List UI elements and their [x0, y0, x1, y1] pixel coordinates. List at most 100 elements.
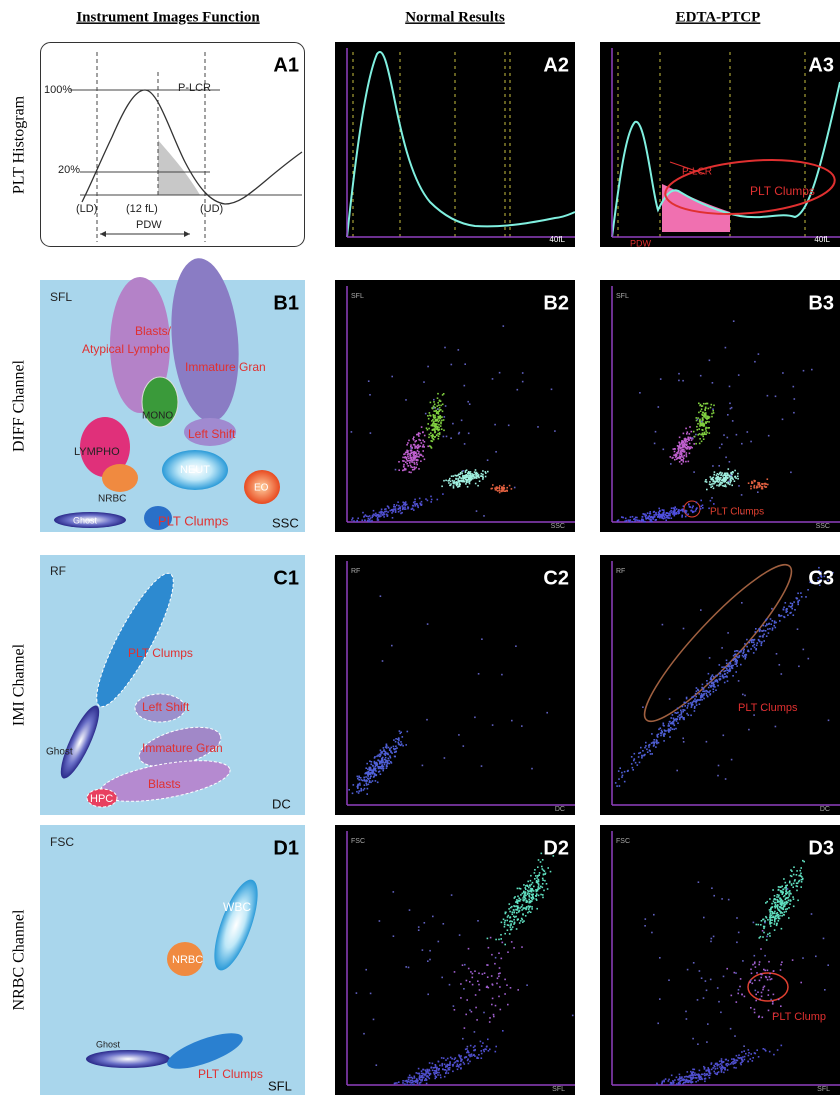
- scatter-dot: [530, 893, 533, 896]
- scatter-dot: [767, 434, 770, 437]
- scatter-dot: [399, 507, 401, 510]
- scatter-dot: [737, 374, 740, 376]
- scatter-dot: [502, 1030, 504, 1032]
- scatter-dot: [737, 931, 740, 934]
- scatter-dot: [770, 922, 773, 924]
- scatter-dot: [729, 407, 732, 410]
- scatter-dot: [376, 764, 378, 766]
- scatter-dot: [515, 915, 517, 918]
- scatter-dot: [403, 469, 405, 471]
- scatter-dot: [704, 433, 706, 435]
- scatter-dot: [528, 910, 530, 913]
- scatter-dot: [717, 476, 719, 478]
- scatter-dot: [399, 509, 402, 512]
- scatter-dot: [685, 455, 688, 458]
- scatter-dot: [454, 1061, 457, 1063]
- scatter-dot: [681, 1077, 683, 1079]
- scatter-dot: [694, 692, 697, 695]
- scatter-dot: [419, 432, 421, 435]
- scatter-dot: [730, 472, 732, 474]
- scatter-dot: [713, 681, 715, 684]
- column-header: Normal Results: [405, 9, 505, 25]
- scatter-dot: [703, 415, 706, 418]
- scatter-dot: [458, 1066, 460, 1068]
- scatter-dot: [762, 918, 764, 921]
- scatter-dot: [618, 778, 620, 780]
- scatter-dot: [695, 704, 698, 706]
- scatter-dot: [433, 1073, 436, 1076]
- scatter-dot: [669, 456, 672, 458]
- scatter-dot: [370, 781, 372, 784]
- scatter-dot: [678, 714, 681, 716]
- scatter-dot: [696, 507, 698, 509]
- scatter-dot: [763, 640, 765, 642]
- scatter-dot: [491, 378, 494, 380]
- scatter-dot: [693, 1068, 696, 1071]
- panel-label: B3: [808, 292, 834, 314]
- scatter-dot: [409, 459, 411, 462]
- scatter-dot: [459, 472, 462, 474]
- scatter-dot: [766, 900, 768, 903]
- scatter-dot: [701, 1078, 703, 1081]
- scatter-dot: [369, 775, 372, 778]
- scatter-dot: [405, 468, 407, 470]
- scatter-dot: [527, 880, 529, 883]
- scatter-dot: [720, 1068, 722, 1070]
- scatter-dot: [734, 659, 737, 662]
- scatter-dot: [770, 907, 772, 910]
- scatter-dot: [798, 665, 800, 668]
- scatter-dot: [771, 902, 773, 905]
- scatter-dot: [451, 1064, 454, 1066]
- scatter-dot: [356, 790, 358, 793]
- scatter-dot: [370, 763, 372, 766]
- scatter-dot: [683, 718, 685, 721]
- scatter-dot: [716, 987, 719, 989]
- scatter-dot: [679, 447, 681, 449]
- scatter-dot: [405, 399, 407, 401]
- scatter-dot: [456, 1065, 459, 1067]
- scatter-dot: [457, 481, 459, 483]
- scatter-dot: [699, 1076, 701, 1079]
- scatter-dot: [372, 509, 375, 512]
- scatter-dot: [719, 478, 721, 481]
- scatter-dot: [682, 450, 684, 452]
- scatter-dot: [801, 878, 804, 881]
- scatter-dot: [676, 1083, 679, 1086]
- scatter-dot: [467, 1050, 469, 1052]
- scatter-dot: [684, 446, 687, 449]
- scatter-dot: [683, 701, 686, 704]
- scatter-dot: [771, 627, 774, 629]
- scatter-dot: [476, 1056, 478, 1059]
- scatter-dot: [777, 916, 779, 919]
- scatter-dot: [673, 454, 675, 456]
- scatter-dot: [639, 392, 641, 394]
- scatter-dot: [379, 753, 382, 755]
- scatter-dot: [376, 781, 379, 784]
- scatter-dot: [815, 955, 817, 958]
- scatter-dot: [742, 649, 745, 652]
- scatter-dot: [689, 436, 691, 439]
- scatter-dot: [631, 766, 634, 769]
- scatter-dot: [732, 1063, 734, 1065]
- scatter-dot: [417, 506, 419, 509]
- scatter-dot: [777, 913, 780, 916]
- scatter-dot: [400, 512, 402, 515]
- scatter-dot: [774, 920, 776, 923]
- population: [102, 464, 138, 492]
- scatter-dot: [502, 325, 505, 327]
- scatter-dot: [718, 1000, 720, 1003]
- shaded-area: [662, 184, 730, 232]
- scatter-dot: [668, 721, 671, 723]
- scatter-dot: [466, 486, 469, 488]
- scatter-dot: [723, 1066, 725, 1069]
- scatter-dot: [468, 482, 471, 485]
- scatter-dot: [383, 758, 386, 761]
- scatter-dot: [528, 886, 530, 889]
- scatter-dot: [763, 985, 766, 988]
- scatter-dot: [734, 1035, 736, 1037]
- scatter-dot: [788, 895, 791, 897]
- scatter-dot: [415, 1072, 418, 1074]
- scatter-dot: [360, 787, 362, 790]
- scatter-dot: [417, 444, 420, 446]
